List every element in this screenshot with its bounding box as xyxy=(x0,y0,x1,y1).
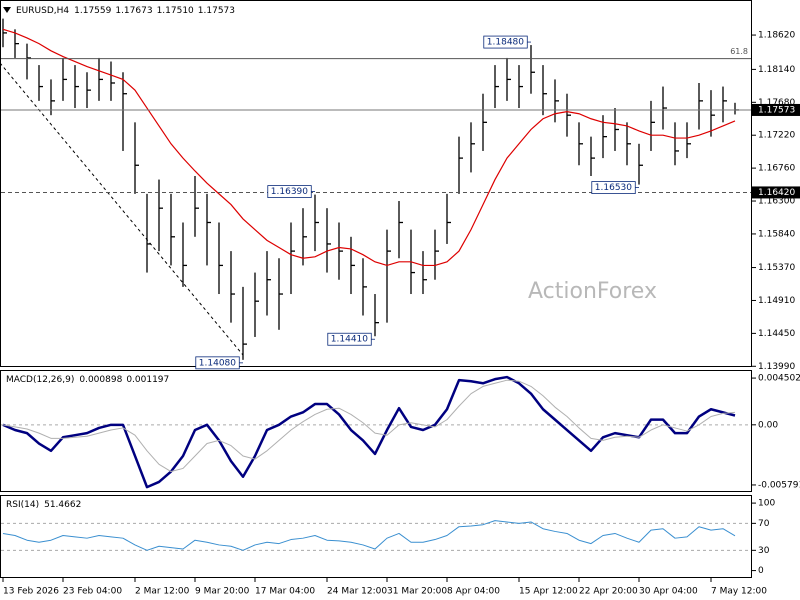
y-tick-label: 30 xyxy=(758,546,770,556)
moving-average xyxy=(2,28,736,267)
low: 1.17510 xyxy=(157,6,194,16)
y-tick-label: 0 xyxy=(758,566,764,576)
high: 1.17673 xyxy=(115,6,152,16)
y-tick-label: 1.18140 xyxy=(758,65,795,75)
price-box xyxy=(752,103,800,116)
indicator-line xyxy=(2,375,736,489)
annotation-label: 1.14080 xyxy=(199,358,236,368)
annotation-label: 1.16390 xyxy=(271,187,308,197)
x-tick-label: 17 Mar 04:00 xyxy=(255,587,315,597)
annotation-label: 1.14410 xyxy=(331,335,368,345)
annotation-label: 1.18480 xyxy=(487,38,524,48)
support-box xyxy=(752,186,800,199)
macd-header: MACD(12,26,9) 0.000898 0.001197 xyxy=(6,375,169,385)
x-tick-label: 13 Feb 2026 xyxy=(3,587,59,597)
macd-value: 0.000898 xyxy=(79,375,122,385)
y-tick-label: 1.17680 xyxy=(758,98,795,108)
signal-value: 0.001197 xyxy=(126,375,169,385)
y-tick-label: 1.13990 xyxy=(758,362,795,372)
y-tick-label: 1.15370 xyxy=(758,263,795,273)
y-tick-label: 1.15840 xyxy=(758,229,795,239)
x-tick-label: 22 Apr 20:00 xyxy=(579,587,638,597)
rsi-header: RSI(14) 51.4662 xyxy=(6,500,81,510)
x-tick-label: 31 Mar 20:00 xyxy=(387,587,447,597)
y-tick-label: 70 xyxy=(758,519,770,529)
x-tick-label: 24 Mar 12:00 xyxy=(327,587,387,597)
x-tick-label: 9 Mar 20:00 xyxy=(195,587,250,597)
y-tick-label: 1.14910 xyxy=(758,296,795,306)
y-tick-label: 1.18620 xyxy=(758,31,795,41)
open: 1.17559 xyxy=(74,6,111,16)
y-tick-label: 1.14450 xyxy=(758,329,795,339)
x-tick-label: 8 Apr 04:00 xyxy=(447,587,500,597)
indicator-line xyxy=(2,379,736,473)
watermark: ActionForex xyxy=(528,279,657,304)
x-tick-label: 7 May 12:00 xyxy=(711,587,767,597)
x-tick-label: 30 Apr 04:00 xyxy=(639,587,698,597)
y-tick-label: -0.005791 xyxy=(758,480,800,490)
y-tick-label: 1.17220 xyxy=(758,131,795,141)
price-header: EURUSD,H4 1.17559 1.17673 1.17510 1.17573 xyxy=(16,6,235,16)
x-tick-label: 15 Apr 12:00 xyxy=(519,587,578,597)
y-tick-label: 0.00 xyxy=(758,420,778,430)
x-tick-label: 23 Feb 04:00 xyxy=(63,587,122,597)
y-tick-label: 1.16300 xyxy=(758,197,795,207)
annotation-label: 1.16530 xyxy=(595,183,632,193)
macd-panel xyxy=(0,370,752,492)
symbol-icon xyxy=(3,7,11,13)
y-tick-label: 0.004502 xyxy=(758,374,800,384)
indicator-line xyxy=(2,520,736,551)
rsi-panel xyxy=(0,495,752,578)
y-tick-label: 1.16760 xyxy=(758,164,795,174)
y-tick-label: 100 xyxy=(758,499,775,509)
symbol: EURUSD,H4 xyxy=(16,6,69,16)
macd-title: MACD(12,26,9) xyxy=(6,375,74,385)
close: 1.17573 xyxy=(198,6,235,16)
rsi-title: RSI(14) xyxy=(6,500,39,510)
support-label: 1.16420 xyxy=(758,188,795,198)
x-tick-label: 2 Mar 12:00 xyxy=(135,587,190,597)
fib-label: 61.8 xyxy=(730,47,748,56)
price-label: 1.17573 xyxy=(758,105,795,115)
rsi-value: 51.4662 xyxy=(44,500,81,510)
